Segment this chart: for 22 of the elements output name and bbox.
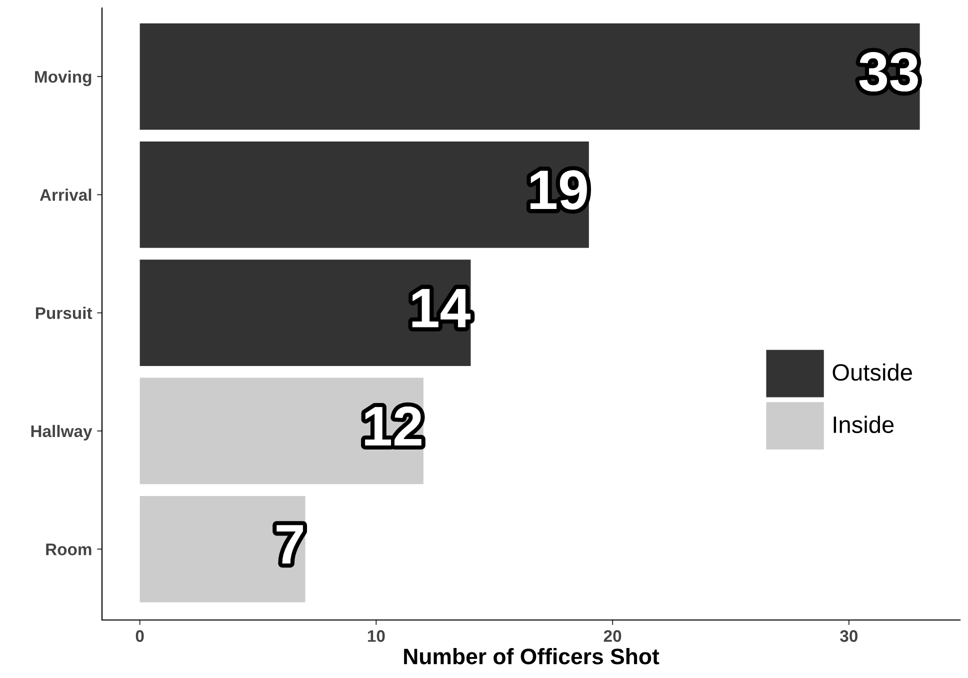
y-tick-label: Room [46,544,92,556]
bar [140,142,589,248]
x-axis-title: Number of Officers Shot [404,648,660,664]
data-label: 19 [530,170,587,210]
data-label: 14 [412,288,470,328]
x-tick-label: 10 [368,630,385,642]
x-tick-label: 0 [136,630,144,642]
y-tick-label: Pursuit [36,306,92,320]
data-label: 33 [859,52,918,92]
y-tick-label: Hallway [31,424,92,440]
y-tick-label: Arrival [40,188,92,201]
x-tick-label: 20 [604,630,622,642]
bar [140,23,920,130]
bar [140,260,471,366]
y-tick-label: Moving [35,70,92,86]
data-label: 12 [365,406,422,446]
x-tick-label: 30 [840,630,858,642]
bar [140,378,424,484]
data-label: 7 [276,525,303,564]
legend-label: Inside [834,416,894,434]
legend-label: Outside [832,363,912,381]
bar [140,496,306,602]
